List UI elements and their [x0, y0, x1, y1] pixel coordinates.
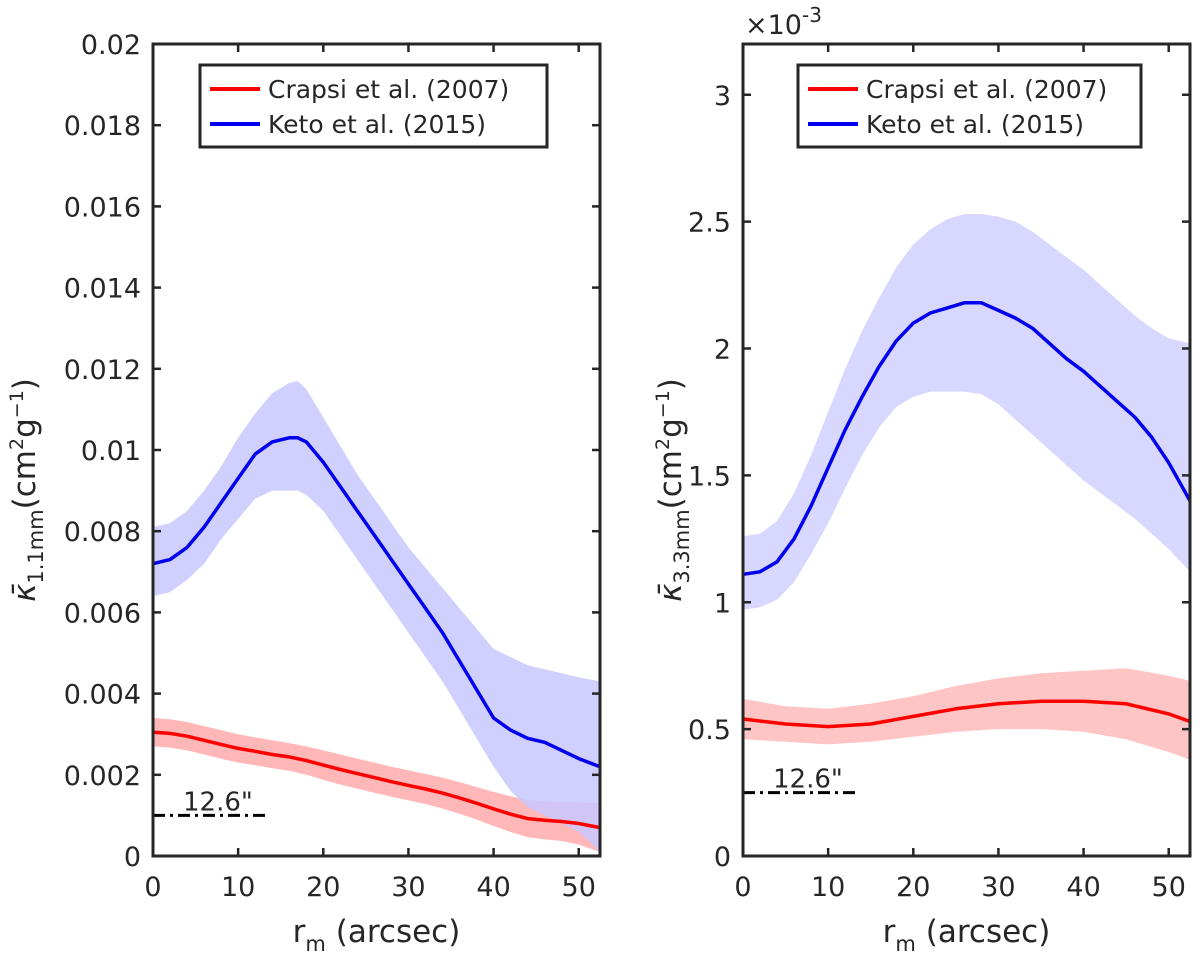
x-tick-label: 30 — [391, 872, 425, 903]
line-crapsi — [742, 699, 1191, 729]
x-axis-label-subscript: m — [895, 932, 915, 956]
exponent-base: ×10 — [745, 10, 802, 41]
legend-label-keto: Keto et al. (2015) — [866, 110, 1084, 139]
y-axis-ticks: 0 0.5 1 1.5 2 2.5 3 — [688, 81, 1190, 873]
x-axis-label-unit: (arcsec) — [326, 914, 460, 950]
line-keto — [742, 301, 1192, 577]
y-axis-label: κ̄1.1mm(cm2g−1) — [6, 378, 48, 602]
series-lines — [742, 301, 1192, 729]
x-tick-label: 50 — [1152, 872, 1186, 903]
y-tick-label: 1.5 — [688, 461, 731, 492]
x-axis-label-subscript: m — [305, 932, 325, 956]
x-tick-label: 0 — [734, 872, 751, 903]
band-crapsi — [743, 668, 1190, 760]
scale-bar: 12.6" — [743, 765, 856, 795]
y-axis-label-subscript: 3.3mm — [670, 509, 694, 583]
confidence-bands — [743, 214, 1190, 760]
x-tick-label: 40 — [1066, 872, 1100, 903]
plot-frame — [741, 42, 1192, 858]
y-axis-label-subscript: 1.1mm — [24, 509, 48, 583]
legend-label-keto: Keto et al. (2015) — [268, 110, 486, 139]
scale-bar-label: 12.6" — [773, 765, 843, 795]
x-axis-ticks: 0 10 20 30 40 50 — [734, 44, 1186, 903]
x-tick-label: 10 — [221, 872, 255, 903]
y-axis-label-unit-close: ) — [653, 378, 689, 390]
y-tick-label: 0 — [124, 842, 141, 873]
y-axis-label-unit-open: (cm — [7, 450, 43, 509]
y-axis-label-symbol: κ̄ — [7, 583, 43, 602]
x-axis-ticks: 0 10 20 30 40 50 — [144, 44, 596, 903]
y-axis-exponent: ×10-3 — [745, 3, 822, 41]
legend-label-crapsi: Crapsi et al. (2007) — [268, 75, 509, 104]
exponent-power: -3 — [802, 3, 822, 27]
y-tick-label: 0.006 — [64, 598, 141, 629]
y-axis-label-sup1: 2 — [6, 438, 28, 450]
legend-label-crapsi: Crapsi et al. (2007) — [866, 75, 1107, 104]
y-axis-label-sup2: −1 — [6, 390, 28, 418]
legend-box — [198, 63, 549, 149]
line-keto — [152, 436, 601, 769]
y-tick-label: 0.5 — [688, 715, 731, 746]
y-tick-label: 0.018 — [64, 111, 141, 142]
x-axis-label-r: r — [293, 914, 306, 950]
y-axis-label-sup2: −1 — [652, 390, 674, 418]
x-tick-label: 20 — [306, 872, 340, 903]
x-tick-label: 20 — [896, 872, 930, 903]
legend: Crapsi et al. (2007) Keto et al. (2015) — [796, 63, 1143, 149]
y-tick-label: 0.008 — [64, 517, 141, 548]
left-panel: 12.6" 0 10 20 30 40 50 00.0020.0040.0060.0080… — [6, 30, 602, 956]
right-panel: 12.6" 0 10 20 30 40 50 0 0.5 1 1.5 2 2.5 3 ×10-3 Cr… — [652, 3, 1192, 956]
series-lines — [152, 436, 601, 830]
x-axis-label: rm (arcsec) — [883, 914, 1051, 956]
y-axis-label-unit-g: g — [653, 418, 689, 438]
y-tick-label: 2 — [714, 335, 731, 366]
y-tick-label: 0 — [714, 842, 731, 873]
y-tick-label: 3 — [714, 81, 731, 112]
x-axis-label: rm (arcsec) — [293, 914, 461, 956]
x-axis-label-r: r — [883, 914, 896, 950]
y-tick-label: 0.004 — [64, 680, 141, 711]
x-tick-label: 40 — [476, 872, 510, 903]
x-axis-label-unit: (arcsec) — [916, 914, 1050, 950]
x-tick-label: 50 — [562, 872, 596, 903]
y-axis-ticks: 0 0.002 0.004 0.006 0.008 0.01 0.012 0.014 0.016… — [64, 30, 600, 873]
band-keto — [743, 214, 1190, 610]
y-tick-label: 1 — [714, 588, 731, 619]
y-axis-label: κ̄3.3mm(cm2g−1) — [652, 378, 694, 602]
y-tick-label: 2.5 — [688, 208, 731, 239]
x-tick-label: 30 — [981, 872, 1015, 903]
x-tick-label: 10 — [811, 872, 845, 903]
y-tick-label: 0.002 — [64, 761, 141, 792]
y-tick-label: 0.01 — [81, 436, 141, 467]
y-tick-label: 0.014 — [64, 274, 141, 305]
y-tick-label: 0.02 — [81, 30, 141, 61]
y-axis-label-unit-close: ) — [7, 378, 43, 390]
y-tick-label: 0.012 — [64, 355, 141, 386]
scale-bar: 12.6" — [153, 787, 266, 817]
band-keto — [153, 381, 600, 852]
scale-bar-label: 12.6" — [183, 787, 253, 817]
y-tick-label: 0.016 — [64, 192, 141, 223]
y-axis-label-sup1: 2 — [652, 438, 674, 450]
y-axis-label-symbol: κ̄ — [653, 583, 689, 602]
legend-box — [796, 63, 1143, 149]
y-axis-label-unit-open: (cm — [653, 450, 689, 509]
x-tick-label: 0 — [144, 872, 161, 903]
legend: Crapsi et al. (2007) Keto et al. (2015) — [198, 63, 549, 149]
line-crapsi — [152, 730, 601, 830]
y-axis-label-unit-g: g — [7, 418, 43, 438]
